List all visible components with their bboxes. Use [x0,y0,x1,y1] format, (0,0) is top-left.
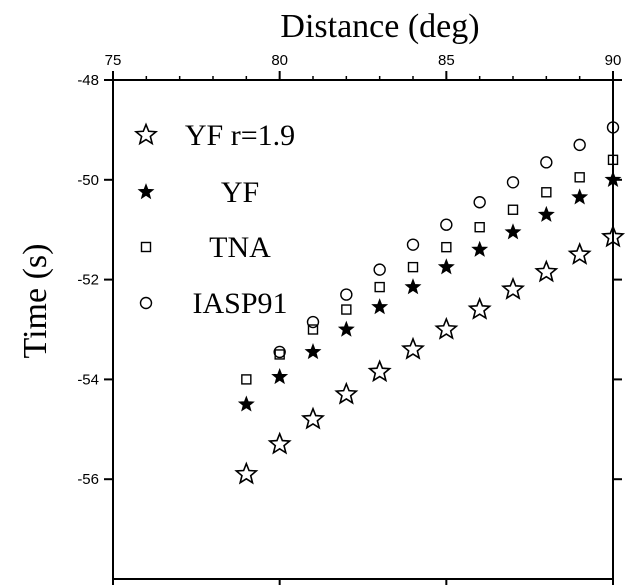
data-point [306,315,320,329]
data-point [404,278,422,295]
legend-marker [139,296,153,310]
series-yf [237,170,622,412]
series-iasp91 [273,121,620,359]
plot-frame [112,79,614,580]
series-markers [234,121,626,485]
legend-label: YF r=1.9 [185,119,295,152]
y-tick-label: -52 [77,272,99,289]
data-point [500,276,526,300]
data-point [441,241,452,253]
data-point [340,288,353,301]
data-point [307,324,319,335]
y-tick-label: -56 [77,471,99,488]
data-point [267,431,292,455]
plot-border [112,79,614,580]
data-point [534,259,559,283]
series-tna [241,154,619,385]
data-point [573,138,586,152]
data-point [300,406,326,430]
data-point [540,156,553,169]
x-tick-label: 85 [438,52,455,69]
data-point [507,204,519,215]
legend-item: YF [137,176,259,209]
data-point [434,316,459,340]
legend-marker [133,122,159,146]
series-yf-r-1-9 [234,224,626,485]
legend-label: TNA [209,231,271,264]
data-point [304,343,322,360]
data-point [571,188,589,205]
data-point [406,238,420,251]
data-point [371,298,389,315]
x-axis-title: Distance (deg) [280,8,479,45]
axis-ticks: 75 80 85 90 -48 -50 -52 -54 -56 [77,52,622,585]
legend-label: YF [221,176,259,209]
legend-item: IASP91 [139,287,288,320]
data-point [473,196,486,209]
data-point [374,281,385,293]
data-point [574,172,585,183]
data-point [237,395,255,412]
data-point [600,224,626,248]
data-point [341,304,352,315]
data-point [273,345,286,359]
data-point [437,258,455,275]
data-point [440,218,453,231]
data-point [604,170,622,188]
data-point [471,240,489,257]
x-tick-label: 90 [605,52,622,69]
x-tick-label: 75 [105,52,122,69]
data-point [407,261,419,273]
data-point [234,461,259,485]
legend-item: YF r=1.9 [133,119,295,152]
data-point [607,154,619,166]
data-point [474,222,485,233]
y-tick-label: -50 [77,172,99,189]
data-point [504,223,522,240]
data-point [606,121,620,134]
y-tick-label: -54 [77,371,99,388]
x-tick-label: 80 [271,52,288,69]
y-axis-title: Time (s) [17,244,54,359]
legend-marker [137,183,155,200]
legend-marker [140,241,152,253]
data-point [373,263,386,276]
legend-label: IASP91 [192,287,287,320]
data-point [271,368,289,385]
legend: YF r=1.9 YF TNA IASP91 [133,119,295,320]
data-point [567,241,592,265]
data-point [506,176,520,189]
legend-item: TNA [140,231,271,264]
data-point [241,374,252,385]
data-point [537,205,555,222]
data-point [541,187,552,198]
data-point [367,359,392,383]
data-point [337,320,355,337]
data-point [334,381,359,405]
data-point [400,336,426,360]
data-point [467,296,492,320]
y-tick-label: -48 [77,72,99,89]
